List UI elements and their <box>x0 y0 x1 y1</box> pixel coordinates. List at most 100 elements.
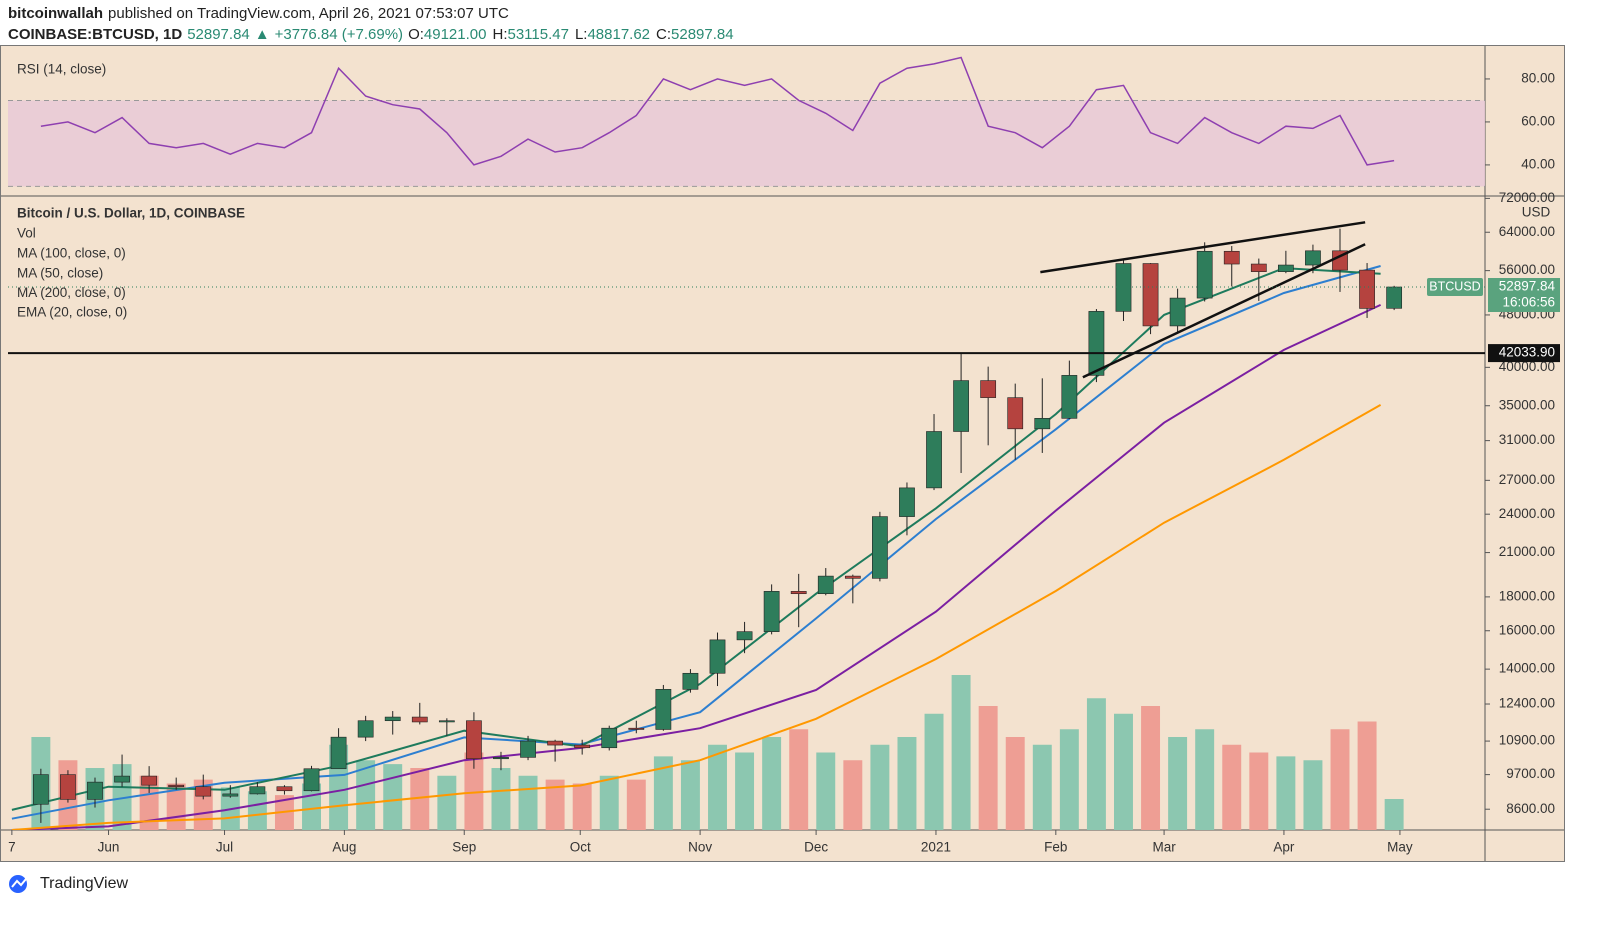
volume-bar <box>139 775 159 830</box>
x-tick-label: Jul <box>216 840 233 855</box>
change: +3776.84 (+7.69%) <box>274 26 404 43</box>
candle-body <box>357 720 374 738</box>
candle-body <box>1007 397 1024 430</box>
y-tick-label: 60.00 <box>1521 113 1555 128</box>
symbol-line: COINBASE:BTCUSD, 1D 52897.84 ▲ +3776.84 … <box>8 24 736 45</box>
level-label-box <box>1488 344 1560 363</box>
candle-body <box>466 720 482 760</box>
volume-bar <box>1195 729 1215 830</box>
x-tick-label: Feb <box>1044 840 1067 855</box>
candle-body <box>1250 263 1267 272</box>
y-tick-label: 24000.00 <box>1499 506 1555 521</box>
volume-bar <box>816 752 836 830</box>
volume-bar <box>708 744 727 830</box>
ohlc-label: H: <box>492 26 508 43</box>
y-tick-label: 72000.00 <box>1499 190 1555 205</box>
rsi-line <box>40 56 1395 166</box>
x-tick-label: Dec <box>804 840 828 855</box>
candle-body <box>60 774 76 800</box>
axis-unit: USD <box>1522 205 1551 220</box>
volume-bar <box>437 775 457 830</box>
ohlc-label: O: <box>408 26 424 43</box>
y-tick-label: 27000.00 <box>1499 472 1555 487</box>
candle-body <box>953 380 969 432</box>
volume-bar <box>789 729 809 830</box>
volume-bar <box>1276 756 1296 830</box>
ohlc-value: 49121.00 <box>423 26 487 43</box>
trendline <box>1082 243 1366 379</box>
volume-bar <box>1249 752 1269 830</box>
candle-body <box>1359 269 1375 309</box>
x-tick-label: Sep <box>452 840 476 855</box>
candle-body <box>1034 418 1051 430</box>
candle-body <box>682 672 699 690</box>
x-tick-label: Oct <box>570 840 591 855</box>
volume-bar <box>735 752 755 830</box>
rsi-pane <box>8 56 1485 187</box>
ma-layer <box>11 265 1382 830</box>
legend-entry: Vol <box>17 226 36 241</box>
volume-bar <box>491 768 511 830</box>
volume-bar <box>1059 729 1079 830</box>
volume-bar <box>383 764 403 830</box>
volume-bar <box>1384 799 1404 830</box>
volume-bar <box>897 737 917 830</box>
header: bitcoinwallah published on TradingView.c… <box>8 3 736 45</box>
candle-body <box>87 781 103 800</box>
price-label: 52897.84 <box>1499 279 1556 294</box>
symbol-label: BTCUSD <box>1429 279 1480 293</box>
volume-bar <box>1086 698 1106 830</box>
candle-body <box>980 380 997 398</box>
price-title: Bitcoin / U.S. Dollar, 1D, COINBASE <box>17 206 245 221</box>
candle-body <box>222 793 239 797</box>
x-tick-label: Aug <box>332 840 356 855</box>
volume-bar <box>762 737 782 830</box>
ma-line <box>11 404 1382 830</box>
candle-body <box>547 740 563 746</box>
candle-body <box>736 631 753 641</box>
y-tick-label: 31000.00 <box>1499 432 1555 447</box>
candle-body <box>520 740 536 758</box>
ma-line <box>11 303 1382 830</box>
ma-line <box>11 265 1381 820</box>
candle-body <box>655 689 672 730</box>
candle-body <box>1196 250 1213 299</box>
legend-entry: MA (200, close, 0) <box>17 285 126 300</box>
volume-bar <box>843 760 863 830</box>
volume-bar <box>1330 729 1350 830</box>
legend-entry: MA (100, close, 0) <box>17 246 126 261</box>
symbol-box <box>1427 278 1483 297</box>
candle-body <box>438 720 455 723</box>
legend-entry: EMA (20, close, 0) <box>17 305 127 320</box>
chart-border <box>0 45 1565 862</box>
symbol: COINBASE:BTCUSD, 1D <box>8 26 183 43</box>
volume-bar <box>464 752 484 830</box>
candle-body <box>1223 250 1240 265</box>
volume-bar <box>518 775 538 830</box>
candle-body <box>817 575 834 595</box>
candle-body <box>628 727 645 730</box>
volume-bar <box>1222 744 1242 830</box>
candle-body <box>384 716 401 722</box>
y-tick-label: 9700.00 <box>1506 766 1555 781</box>
candle-body <box>1169 297 1186 327</box>
y-tick-label: 18000.00 <box>1499 588 1555 603</box>
level-label: 42033.90 <box>1499 345 1555 360</box>
candle-body <box>493 757 509 760</box>
x-tick-label: 7 <box>8 840 16 855</box>
publisher: bitcoinwallah <box>8 5 104 22</box>
candle-body <box>141 775 158 786</box>
candle-body <box>1088 311 1105 376</box>
trendline <box>1040 221 1366 274</box>
y-tick-label: 8600.00 <box>1506 801 1555 816</box>
candle-body <box>709 639 726 674</box>
ohlc-item: L:48817.62 <box>575 24 652 45</box>
y-tick-label: 12400.00 <box>1499 696 1555 711</box>
candle-body <box>926 431 942 489</box>
volume-bar <box>870 744 890 830</box>
candle-body <box>1142 263 1159 327</box>
axes: 80.00 60.00 40.00 7 Jun Jul Aug Sep Oct Nov Dec 202… <box>8 71 1555 855</box>
y-tick-label: 16000.00 <box>1499 622 1555 637</box>
